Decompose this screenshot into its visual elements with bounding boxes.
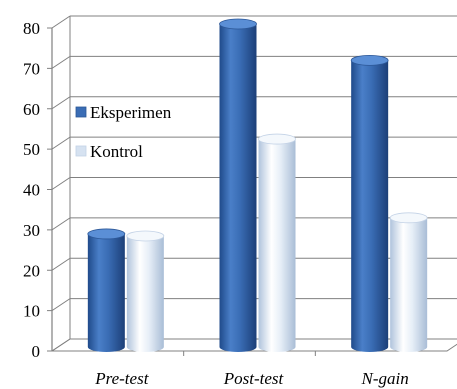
x-axis-labels: Pre-test Post-test N-gain: [94, 351, 409, 388]
bar-body: [351, 60, 389, 353]
bar-kontrol: [258, 133, 296, 352]
x-tick-label: N-gain: [361, 369, 409, 388]
legend-label: Kontrol: [90, 142, 143, 161]
y-tick-label: 30: [23, 221, 40, 240]
y-tick-label: 80: [23, 19, 40, 38]
y-tick-label: 60: [23, 100, 40, 119]
legend-item: Kontrol: [75, 142, 143, 161]
bar-body: [126, 235, 164, 352]
gridline-side: [51, 177, 71, 190]
legend: Eksperimen Kontrol: [75, 103, 172, 161]
bar-top: [219, 18, 257, 30]
y-tick-label: 20: [23, 261, 40, 280]
y-tick-label: 10: [23, 302, 40, 321]
y-tick-label: 70: [23, 59, 40, 78]
bar-eksperimen: [87, 228, 126, 352]
legend-swatch: [75, 145, 87, 157]
y-axis-ticks: 0 10 20 30 40 50 60 70 80: [23, 19, 52, 361]
gridline-side: [51, 298, 71, 312]
x-tick-label: Pre-test: [94, 369, 149, 388]
legend-label: Eksperimen: [90, 103, 172, 122]
bar-top: [350, 54, 389, 66]
bar-eksperimen: [350, 54, 389, 353]
bars: [87, 18, 428, 353]
gridline-side: [51, 257, 71, 271]
bar-top: [126, 230, 165, 242]
y-tick-label: 40: [23, 181, 40, 200]
bar-body: [258, 139, 296, 352]
bar-top: [87, 228, 126, 240]
y-tick-label: 0: [32, 342, 41, 361]
y-tick-label: 50: [23, 140, 40, 159]
bar-top: [258, 133, 296, 145]
bar-body: [87, 233, 125, 352]
x-tick-label: Post-test: [223, 369, 285, 388]
gridline-side: [51, 338, 71, 352]
gridline-side: [51, 136, 71, 150]
bar-eksperimen: [219, 18, 257, 352]
gridline-side: [51, 217, 71, 231]
gridline-side: [51, 15, 71, 29]
legend-item: Eksperimen: [75, 103, 172, 122]
bar-kontrol: [389, 212, 428, 352]
bar-body: [219, 24, 257, 352]
gridline-side: [51, 55, 71, 69]
bar-top: [389, 212, 428, 224]
gridline-side: [51, 96, 71, 110]
bar-body: [390, 217, 428, 352]
bar-kontrol: [126, 230, 165, 352]
legend-swatch: [75, 106, 87, 118]
